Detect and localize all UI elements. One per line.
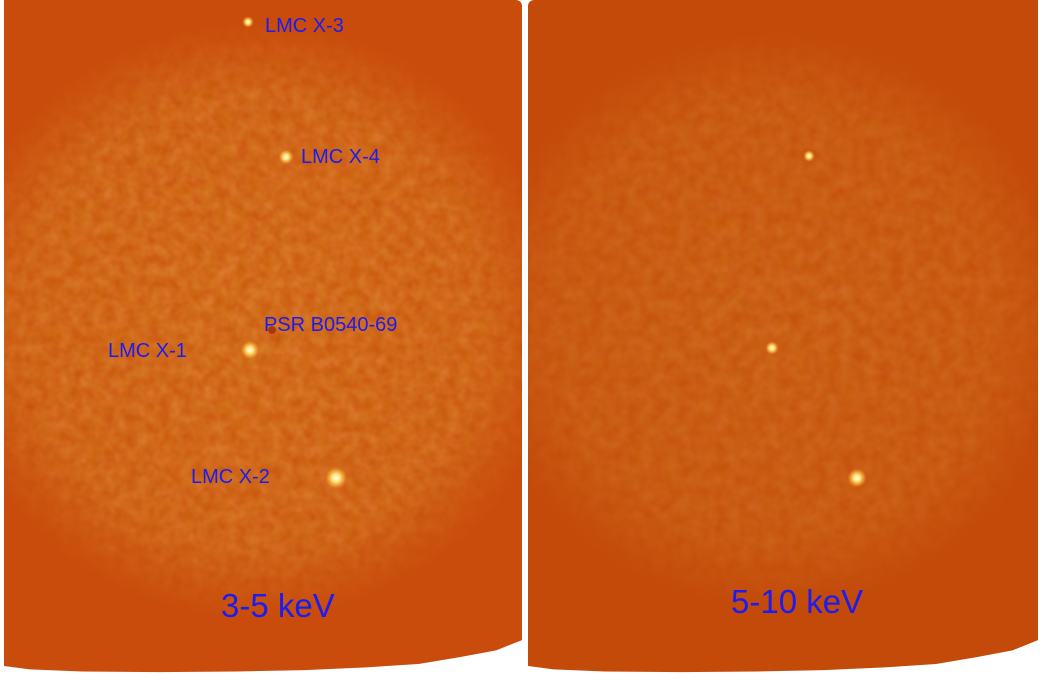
source-lmc-x4 [278,149,294,165]
label-lmc-x2: LMC X-2 [191,466,270,488]
sky-map-3-5kev [4,0,522,673]
image-panel-3-5kev [4,0,522,673]
source-lmc-x3 [242,16,254,28]
source-lmc-x1 [240,340,260,360]
source-lmc-x4-hard [803,150,815,162]
source-lmc-x1-hard [765,341,779,355]
band-label-5-10kev: 5-10 keV [731,583,864,620]
label-lmc-x4: LMC X-4 [301,146,380,168]
label-lmc-x3: LMC X-3 [265,15,344,37]
image-panel-5-10kev [528,0,1038,673]
source-lmc-x2 [324,466,348,490]
sky-map-5-10kev [528,0,1038,673]
label-lmc-x1: LMC X-1 [108,340,187,362]
source-lmc-x2-hard [847,468,867,488]
label-psr-b0540-69: PSR B0540-69 [264,314,398,336]
source-psr [268,326,276,334]
band-label-3-5kev: 3-5 keV [221,587,335,624]
